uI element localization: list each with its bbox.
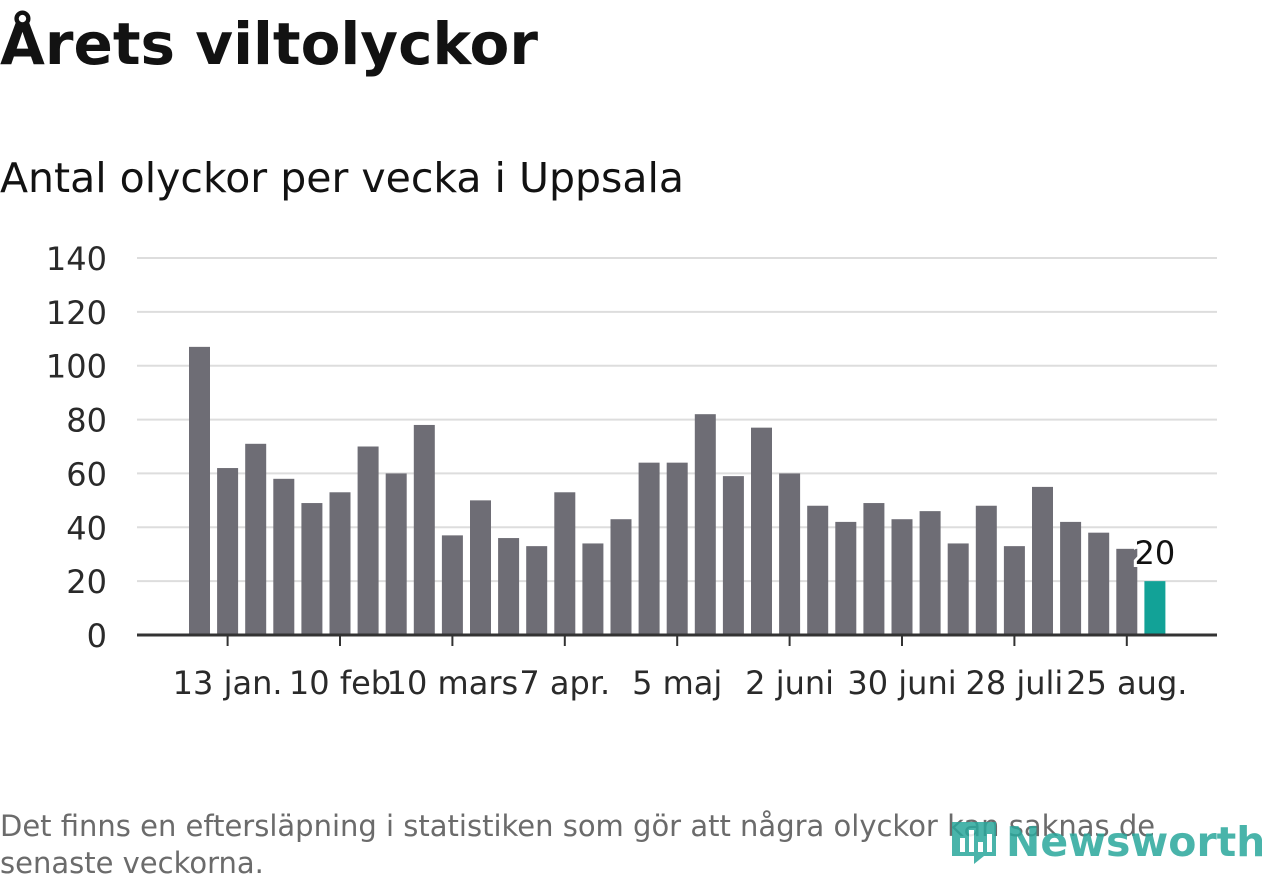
bar: [807, 505, 829, 635]
y-tick-label: 140: [46, 240, 107, 278]
bar: [413, 424, 435, 635]
bar: [189, 346, 210, 635]
y-tick-label: 80: [66, 402, 107, 440]
bar: [610, 519, 632, 635]
bar: [357, 446, 379, 635]
x-tick-label: 7 apr.: [519, 664, 610, 702]
bar-chart-logo-icon: [952, 822, 996, 864]
x-tick-label: 30 juni: [847, 664, 956, 702]
y-tick-label: 40: [66, 509, 107, 547]
bar: [666, 462, 688, 635]
bar: [385, 473, 407, 635]
bar: [694, 414, 716, 635]
brand-name: Newsworthy: [1006, 818, 1262, 866]
bar: [526, 546, 548, 635]
bar: [301, 503, 323, 635]
bar: [863, 503, 885, 635]
y-axis-ticks: 0 20 40 60 80 100 120 140: [46, 240, 107, 655]
bar: [329, 492, 351, 635]
bar: [441, 535, 463, 635]
bars: [189, 346, 1166, 635]
x-tick-label: 10 feb: [289, 664, 391, 702]
bar: [273, 478, 295, 635]
x-tick-label: 28 juli: [965, 664, 1063, 702]
bar: [554, 492, 576, 635]
x-tick-label: 13 jan.: [173, 664, 283, 702]
bar: [975, 505, 997, 635]
bar: [498, 538, 520, 635]
bar: [722, 476, 744, 635]
bar: [1032, 486, 1053, 635]
bar: [891, 519, 913, 635]
chart-title: Årets viltolyckor: [0, 10, 538, 78]
y-tick-label: 20: [66, 563, 107, 601]
bar: [835, 521, 857, 635]
bar: [1003, 546, 1025, 635]
bar: [751, 427, 772, 635]
bar-highlight: [1144, 581, 1166, 635]
x-tick-label: 2 juni: [745, 664, 834, 702]
brand-logo: Newsworthy: [950, 818, 1262, 866]
x-tick-label: 10 mars: [387, 664, 519, 702]
y-tick-label: 60: [66, 455, 107, 493]
data-labels: 20: [1132, 531, 1179, 575]
bar: [470, 500, 491, 635]
bar: [1060, 521, 1082, 635]
bar: [947, 543, 969, 635]
bar: [779, 473, 801, 635]
x-tick-label: 25 aug.: [1066, 664, 1187, 702]
bar: [217, 468, 239, 635]
bar: [1116, 548, 1138, 635]
bar: [919, 511, 941, 635]
highlight-value-label: 20: [1135, 534, 1176, 572]
bar: [245, 443, 267, 635]
y-tick-label: 120: [46, 294, 107, 332]
y-tick-label: 0: [87, 617, 107, 655]
bar: [1088, 532, 1110, 635]
chart-subtitle: Antal olyckor per vecka i Uppsala: [0, 154, 685, 202]
bar: [638, 462, 660, 635]
x-tick-label: 5 maj: [632, 664, 722, 702]
bar: [582, 543, 604, 635]
y-tick-label: 100: [46, 348, 107, 386]
